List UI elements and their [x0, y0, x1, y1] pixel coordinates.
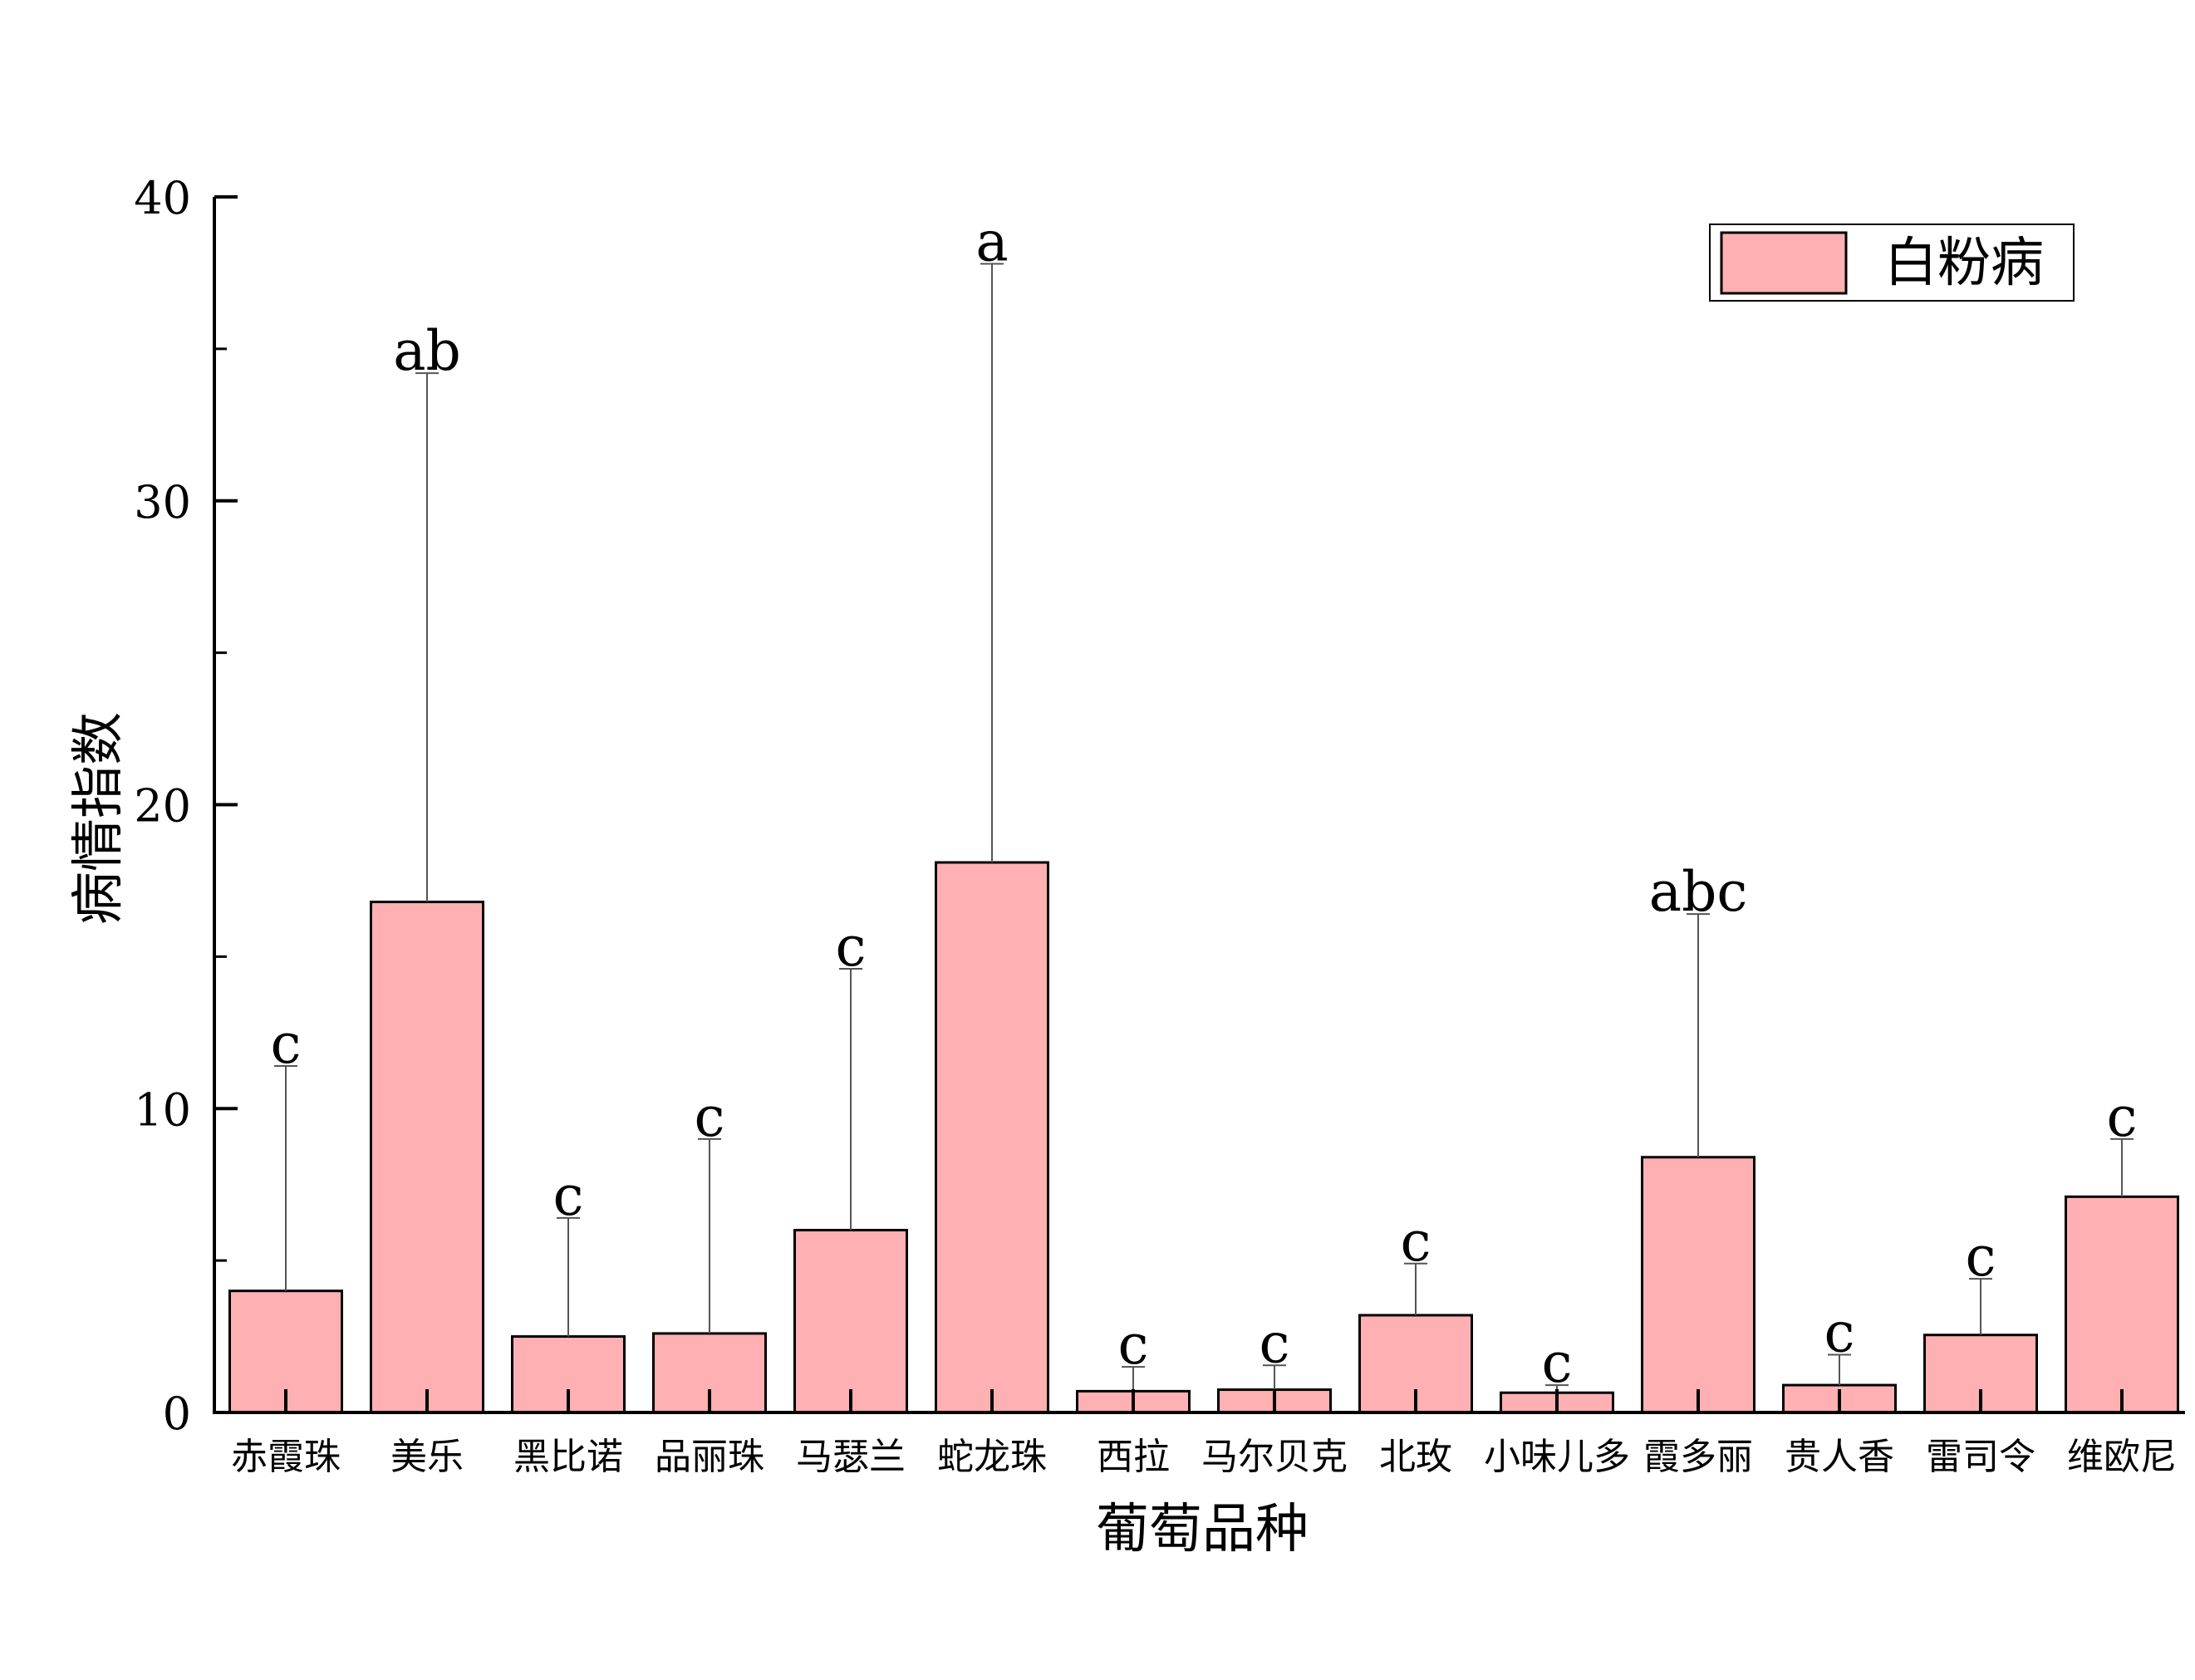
significance-label: ab [393, 319, 461, 383]
y-tick-label: 30 [134, 476, 191, 528]
x-tick-label: 赤霞珠 [231, 1436, 341, 1478]
plot-area: c 赤霞珠 ab 美乐 c 黑比诺 c 品丽珠 c 马瑟兰 a 蛇龙珠 c 西拉 c 马尔贝克 c 北玫 c 小味儿多… [134, 172, 2185, 1478]
significance-label: c [271, 1012, 302, 1076]
x-tick-label: 黑比诺 [513, 1436, 623, 1478]
significance-label: c [1260, 1311, 1290, 1375]
legend-swatch [1720, 231, 1848, 295]
bar [1641, 1156, 1756, 1414]
significance-label: c [836, 915, 867, 979]
bar [935, 861, 1049, 1414]
significance-label: a [975, 209, 1008, 273]
x-axis-title: 葡萄品种 [1096, 1499, 1309, 1560]
y-axis-title: 病情指数 [68, 712, 130, 925]
bar [793, 1229, 908, 1414]
significance-label: c [695, 1085, 725, 1149]
y-tick-label: 10 [134, 1083, 191, 1136]
significance-label: c [553, 1164, 584, 1228]
x-tick-label: 小味儿多 [1484, 1436, 1630, 1478]
x-tick-label: 贵人香 [1785, 1436, 1894, 1478]
x-tick-label: 马尔贝克 [1201, 1436, 1348, 1478]
x-tick-label: 霞多丽 [1643, 1436, 1753, 1478]
x-tick-label: 雷司令 [1926, 1436, 2035, 1478]
x-tick-label: 西拉 [1097, 1436, 1170, 1478]
significance-label: c [1542, 1331, 1573, 1395]
x-tick-label: 维欧尼 [2067, 1436, 2177, 1478]
bar [2065, 1195, 2179, 1414]
x-tick-label: 北玫 [1379, 1436, 1452, 1478]
x-tick-label: 品丽珠 [655, 1436, 764, 1478]
y-tick-label: 40 [134, 172, 191, 224]
y-tick-label: 20 [134, 780, 191, 833]
x-tick-label: 美乐 [390, 1436, 464, 1478]
legend-label: 白粉病 [1884, 233, 2044, 294]
significance-label: c [2107, 1085, 2138, 1149]
significance-label: c [1824, 1301, 1855, 1365]
y-tick-label: 0 [163, 1388, 191, 1440]
significance-label: abc [1649, 860, 1748, 924]
bar [370, 901, 484, 1414]
x-tick-label: 蛇龙珠 [937, 1436, 1047, 1478]
significance-label: c [1401, 1210, 1431, 1274]
x-tick-label: 马瑟兰 [796, 1436, 906, 1478]
significance-label: c [1118, 1313, 1149, 1377]
significance-label: c [1966, 1225, 1996, 1289]
legend: 白粉病 [1709, 224, 2075, 302]
